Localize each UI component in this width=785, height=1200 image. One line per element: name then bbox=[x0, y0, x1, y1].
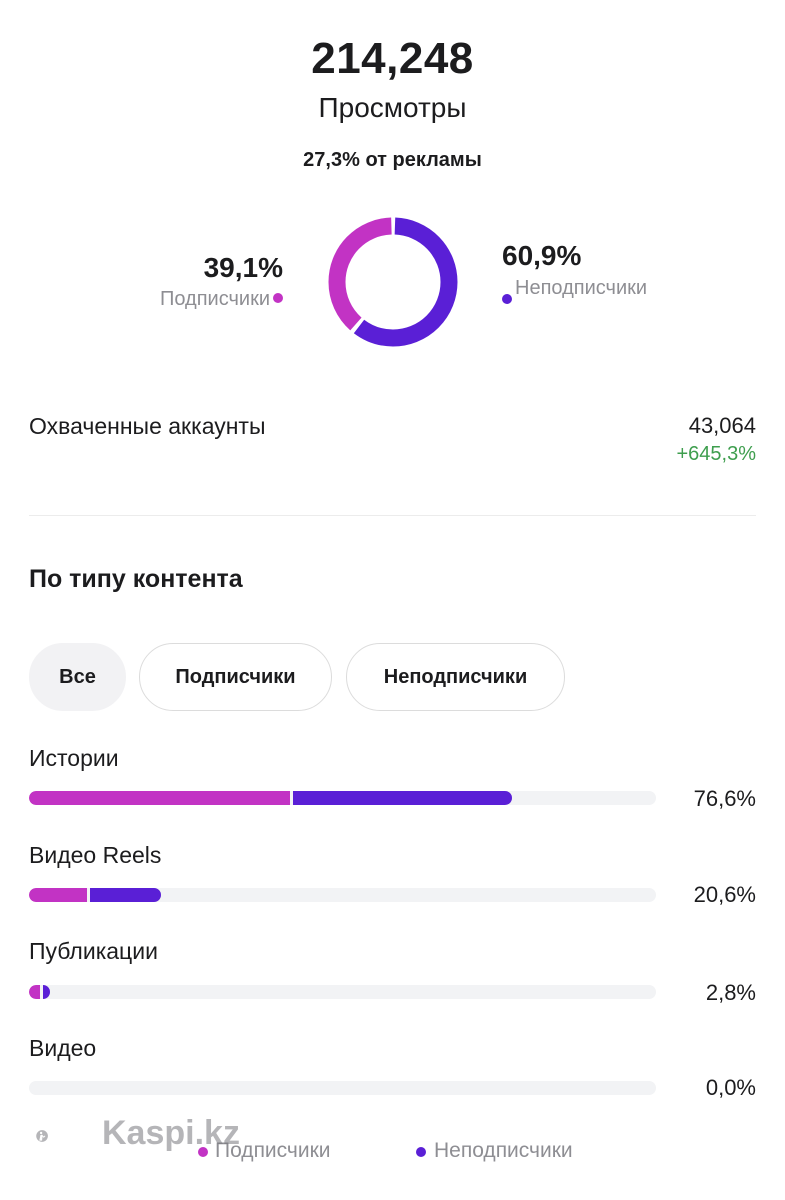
content-row-label: Видео bbox=[29, 1035, 97, 1061]
content-row-percent: 0,0% bbox=[705, 1075, 756, 1100]
legend-non-subscribers-label: Неподписчики bbox=[434, 1139, 573, 1162]
donut-subscribers-arc bbox=[328, 217, 458, 347]
content-row-percent: 2,8% bbox=[705, 980, 756, 1005]
non-subscribers-dot-icon bbox=[502, 294, 512, 304]
total-views-value: 214,248 bbox=[311, 34, 474, 83]
content-row-bar bbox=[29, 791, 656, 805]
ads-share-text: 27,3% от рекламы bbox=[303, 149, 482, 171]
kaspi-logo-icon bbox=[36, 1130, 48, 1142]
non-subscribers-percent: 60,9% bbox=[502, 240, 582, 271]
content-type-title: По типу контента bbox=[29, 565, 243, 593]
legend-non-subscribers-dot-icon bbox=[416, 1147, 426, 1157]
total-views-label: Просмотры bbox=[318, 92, 467, 123]
accounts-reached-label: Охваченные аккаунты bbox=[29, 413, 266, 439]
content-row-label: Истории bbox=[29, 745, 119, 771]
content-row-percent: 20,6% bbox=[693, 882, 756, 907]
content-row-bar bbox=[29, 1081, 656, 1095]
bar-subscribers-segment bbox=[29, 791, 291, 805]
legend-subscribers-dot-icon bbox=[198, 1147, 208, 1157]
content-row-bar bbox=[29, 985, 656, 999]
bar-non-subscribers-segment bbox=[90, 888, 162, 902]
content-row-label: Видео Reels bbox=[29, 842, 162, 868]
content-row-percent: 76,6% bbox=[693, 786, 756, 811]
subscribers-percent: 39,1% bbox=[203, 252, 283, 283]
audience-donut-chart bbox=[328, 217, 458, 347]
accounts-reached-delta: +645,3% bbox=[676, 443, 756, 465]
bar-subscribers-segment bbox=[29, 985, 40, 999]
legend-subscribers-label: Подписчики bbox=[215, 1139, 331, 1162]
subscribers-dot-icon bbox=[273, 293, 283, 303]
section-divider bbox=[29, 515, 756, 516]
content-row-label: Публикации bbox=[29, 938, 158, 964]
donut-non-subscribers-arc bbox=[328, 217, 458, 347]
bar-subscribers-segment bbox=[29, 888, 88, 902]
bar-non-subscribers-segment bbox=[293, 791, 513, 805]
bar-non-subscribers-segment bbox=[42, 985, 50, 999]
watermark-text: Kaspi.kz bbox=[102, 1114, 240, 1152]
filter-chip-all[interactable]: Все bbox=[29, 643, 126, 711]
accounts-reached-value: 43,064 bbox=[688, 413, 756, 438]
non-subscribers-label: Неподписчики bbox=[515, 277, 648, 299]
subscribers-label: Подписчики bbox=[159, 288, 270, 310]
filter-chip-non-subscribers[interactable]: Неподписчики bbox=[346, 643, 565, 711]
filter-chip-subscribers[interactable]: Подписчики bbox=[139, 643, 332, 711]
content-row-bar bbox=[29, 888, 656, 902]
